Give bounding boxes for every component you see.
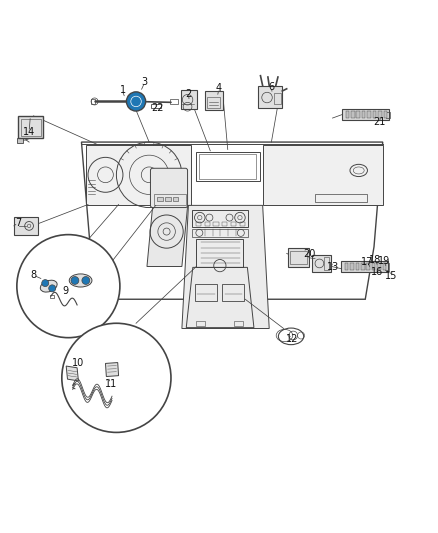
Bar — [240, 222, 245, 226]
Bar — [170, 99, 178, 104]
Bar — [385, 263, 389, 270]
Circle shape — [17, 235, 120, 338]
Bar — [207, 97, 220, 108]
Text: 4: 4 — [216, 83, 222, 93]
FancyBboxPatch shape — [150, 168, 187, 207]
Bar — [350, 263, 353, 270]
Bar — [311, 255, 331, 272]
Bar — [180, 90, 197, 109]
Bar — [346, 111, 349, 118]
Bar — [362, 111, 365, 118]
Bar — [378, 111, 381, 118]
Circle shape — [82, 277, 90, 285]
Bar — [192, 210, 248, 227]
Bar — [18, 116, 43, 138]
Circle shape — [42, 280, 49, 287]
Text: 8: 8 — [30, 270, 36, 280]
Polygon shape — [106, 362, 119, 376]
Text: 21: 21 — [374, 117, 386, 127]
Bar — [151, 103, 161, 108]
Text: 14: 14 — [23, 127, 35, 137]
Bar — [372, 263, 375, 270]
Bar — [367, 111, 371, 118]
Text: 1: 1 — [120, 85, 126, 95]
Bar — [165, 197, 170, 201]
Text: 9: 9 — [62, 286, 68, 295]
Bar — [315, 194, 367, 202]
Bar — [17, 138, 23, 142]
Text: 20: 20 — [303, 249, 315, 259]
Bar — [196, 239, 244, 266]
Text: 6: 6 — [268, 82, 275, 92]
Bar — [196, 152, 260, 181]
Bar — [195, 284, 217, 302]
Bar — [14, 217, 38, 235]
Text: 12: 12 — [286, 334, 299, 344]
Bar — [386, 111, 390, 118]
Text: 15: 15 — [385, 271, 398, 281]
Text: 18: 18 — [369, 255, 381, 265]
Text: 17: 17 — [361, 257, 374, 267]
Bar — [258, 86, 283, 108]
Bar — [361, 263, 364, 270]
Ellipse shape — [40, 280, 57, 292]
Bar — [377, 263, 381, 270]
Text: 3: 3 — [142, 77, 148, 87]
Bar — [49, 295, 54, 298]
Bar — [231, 222, 236, 226]
Text: 7: 7 — [15, 218, 21, 228]
Circle shape — [127, 92, 146, 111]
Bar — [196, 222, 201, 226]
Text: 10: 10 — [72, 358, 85, 368]
Bar — [153, 195, 186, 205]
Circle shape — [62, 323, 171, 432]
Bar — [21, 119, 41, 135]
Polygon shape — [186, 268, 254, 328]
Polygon shape — [147, 206, 187, 266]
Polygon shape — [86, 145, 191, 205]
Bar — [373, 111, 376, 118]
Bar — [384, 111, 387, 118]
Circle shape — [49, 285, 56, 292]
Text: 19: 19 — [378, 256, 390, 266]
Bar — [345, 263, 348, 270]
Circle shape — [131, 96, 141, 107]
Bar — [357, 111, 360, 118]
Bar — [324, 257, 329, 270]
Bar — [173, 197, 178, 201]
Text: 2: 2 — [185, 89, 191, 99]
Bar — [351, 111, 354, 118]
Text: 13: 13 — [327, 262, 339, 272]
Bar — [222, 222, 227, 226]
Bar — [213, 222, 219, 226]
Bar — [205, 91, 223, 110]
Polygon shape — [182, 205, 269, 328]
Circle shape — [71, 277, 79, 285]
Bar — [356, 263, 359, 270]
Bar — [288, 248, 309, 266]
Bar — [383, 263, 386, 270]
Ellipse shape — [69, 274, 92, 287]
Text: 22: 22 — [151, 103, 163, 114]
Bar — [199, 154, 256, 179]
Bar — [367, 263, 370, 270]
Polygon shape — [66, 366, 78, 381]
Bar — [91, 99, 95, 103]
Bar — [205, 222, 210, 226]
Bar — [342, 109, 389, 120]
Bar — [192, 229, 248, 237]
Bar — [274, 93, 282, 104]
Polygon shape — [263, 145, 383, 205]
Text: 11: 11 — [105, 378, 117, 389]
Text: 16: 16 — [371, 266, 384, 277]
Bar — [341, 261, 389, 272]
Bar — [196, 321, 205, 326]
Bar — [290, 251, 307, 264]
Bar — [157, 197, 162, 201]
Bar — [234, 321, 243, 326]
Bar — [223, 284, 244, 302]
